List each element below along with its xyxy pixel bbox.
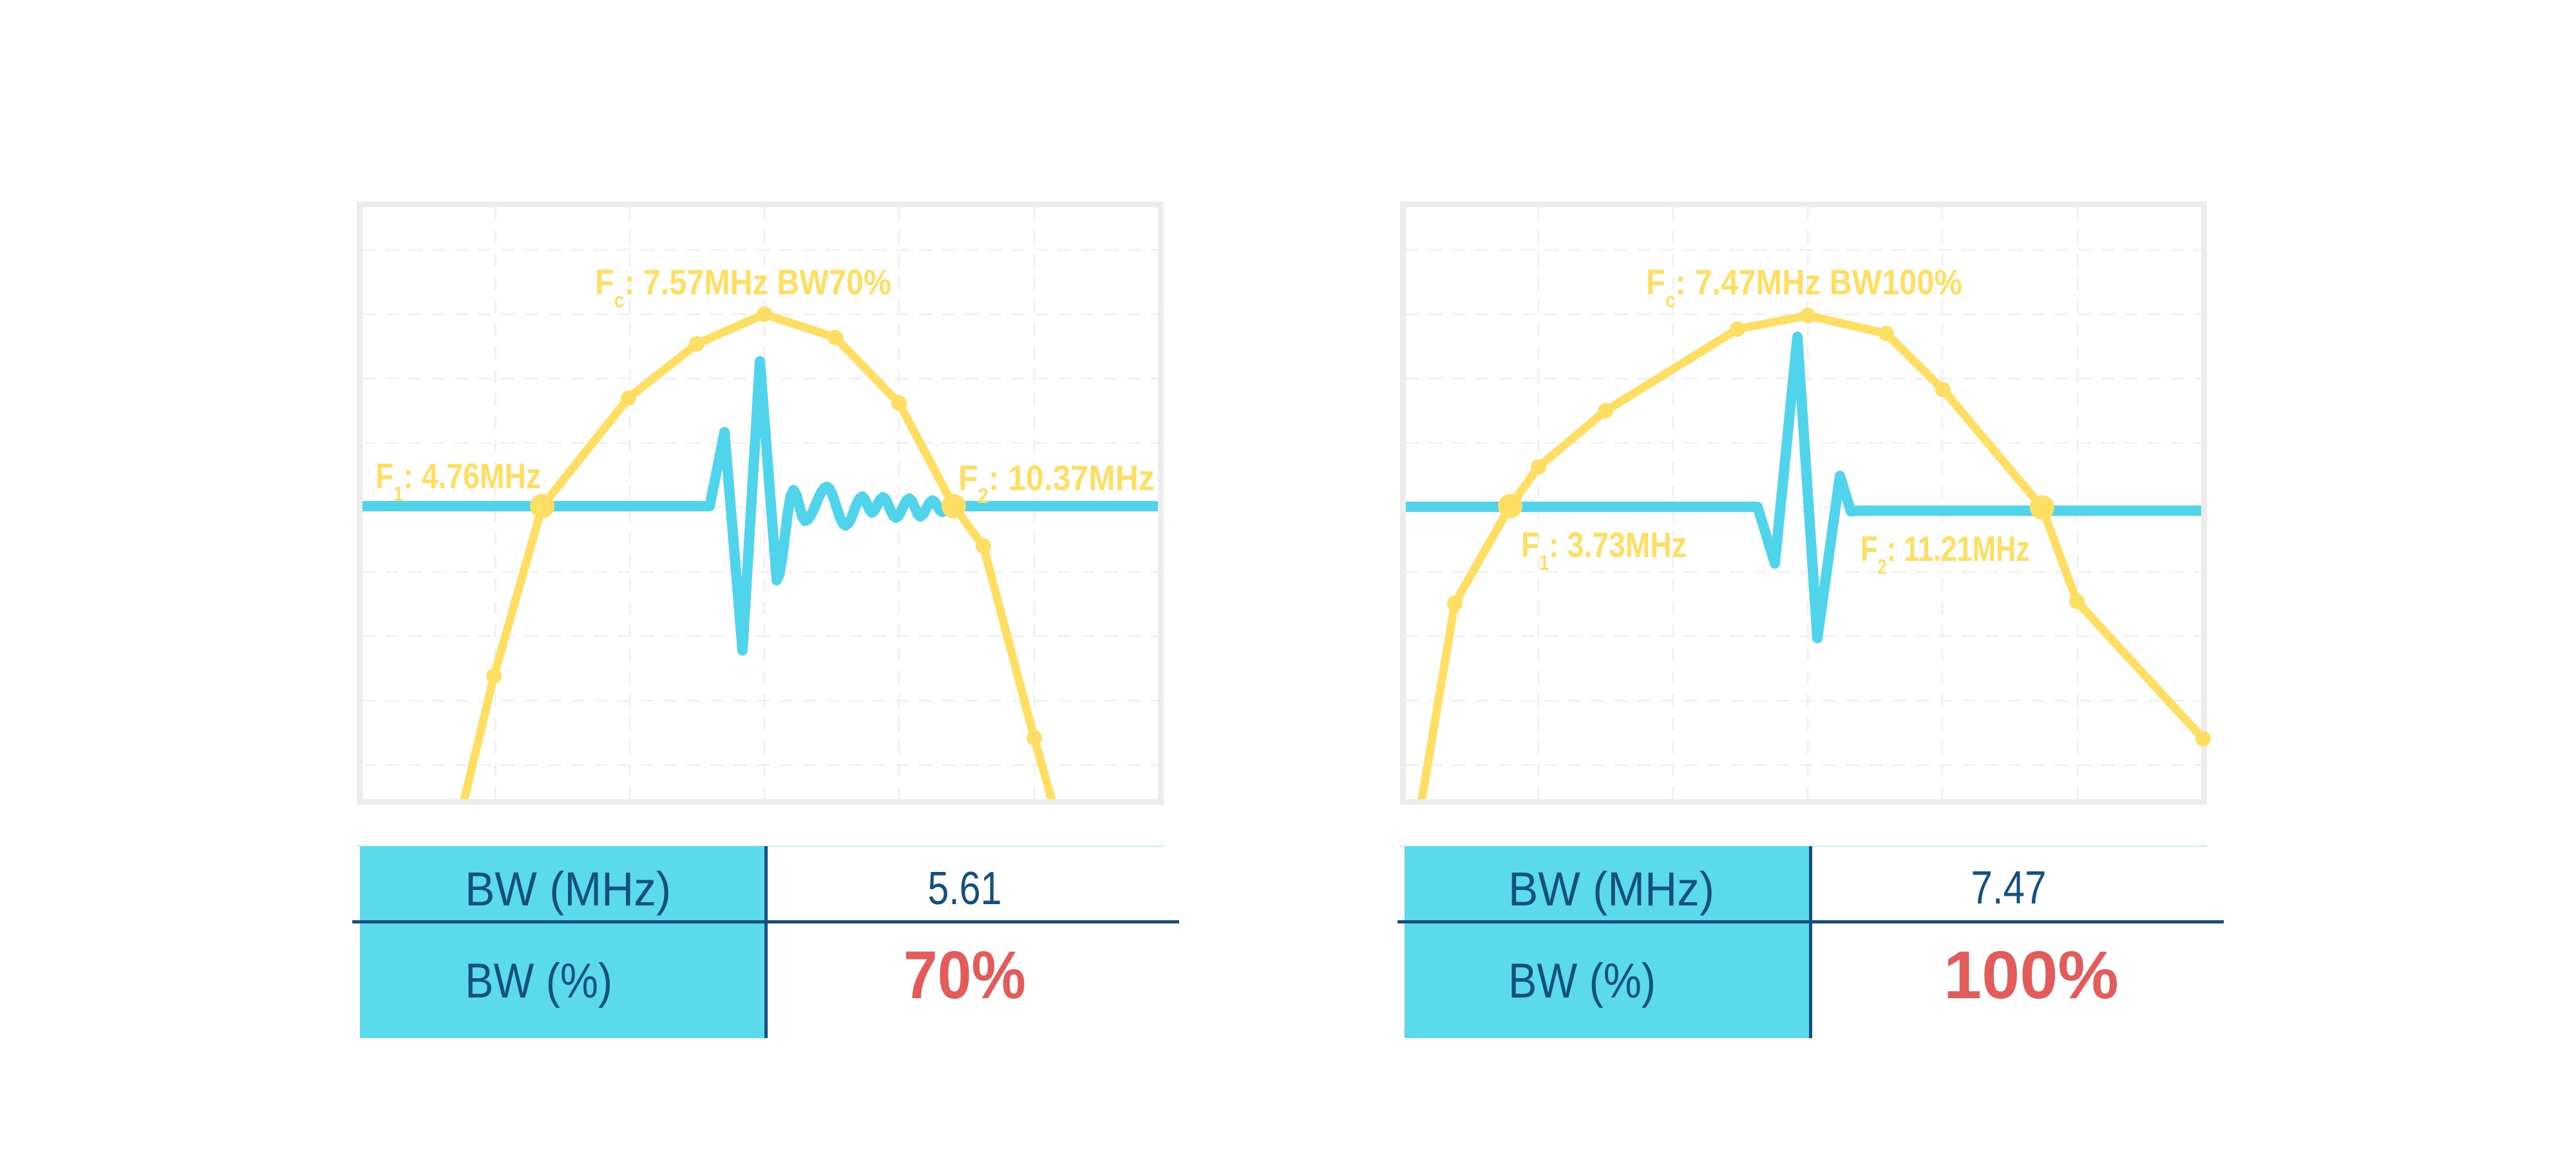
svg-text:BW (%): BW (%): [1508, 954, 1656, 1008]
svg-text:5.61: 5.61: [928, 863, 1002, 914]
svg-text:BW (MHz): BW (MHz): [465, 862, 671, 916]
svg-text:BW (%): BW (%): [465, 954, 612, 1008]
svg-text:BW (MHz): BW (MHz): [1508, 862, 1714, 916]
svg-text:7.47: 7.47: [1971, 862, 2047, 914]
svg-text:70%: 70%: [904, 938, 1026, 1013]
svg-text:100%: 100%: [1944, 938, 2119, 1013]
